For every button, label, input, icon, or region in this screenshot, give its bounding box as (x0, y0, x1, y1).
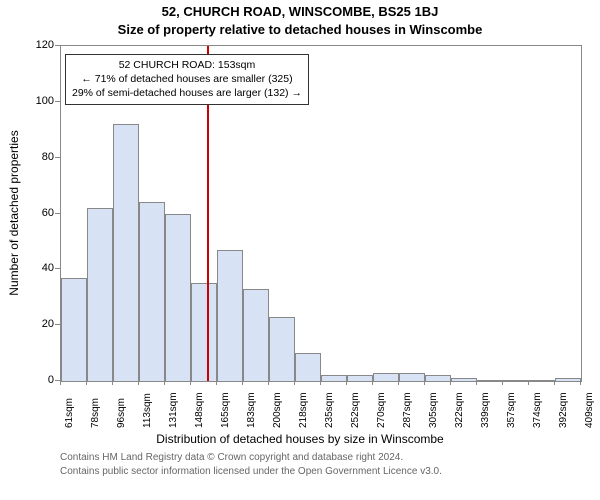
x-tick-mark (476, 380, 477, 385)
x-tick-mark (60, 380, 61, 385)
histogram-bar (217, 250, 243, 381)
x-tick-mark (528, 380, 529, 385)
x-tick-label: 61sqm (64, 378, 75, 428)
x-tick-label: 252sqm (350, 378, 361, 428)
x-tick-label: 409sqm (584, 378, 595, 428)
y-axis-label: Number of detached properties (7, 73, 21, 353)
x-tick-mark (346, 380, 347, 385)
page-title-line2: Size of property relative to detached ho… (0, 22, 600, 37)
x-tick-label: 374sqm (532, 378, 543, 428)
footer-line-1: Contains HM Land Registry data © Crown c… (60, 452, 403, 463)
callout-line-3: 29% of semi-detached houses are larger (… (72, 87, 302, 99)
histogram-bar (191, 283, 217, 381)
x-tick-mark (216, 380, 217, 385)
footer-line-2: Contains public sector information licen… (60, 466, 442, 477)
x-tick-label: 270sqm (376, 378, 387, 428)
x-tick-label: 218sqm (298, 378, 309, 428)
x-tick-label: 200sqm (272, 378, 283, 428)
x-tick-mark (242, 380, 243, 385)
x-tick-label: 78sqm (90, 378, 101, 428)
callout-line-2: ← 71% of detached houses are smaller (32… (81, 73, 292, 85)
page-title-line1: 52, CHURCH ROAD, WINSCOMBE, BS25 1BJ (0, 4, 600, 19)
x-tick-label: 339sqm (480, 378, 491, 428)
x-tick-mark (86, 380, 87, 385)
callout-line-1: 52 CHURCH ROAD: 153sqm (119, 59, 256, 71)
histogram-bar (165, 214, 191, 382)
x-tick-label: 165sqm (220, 378, 231, 428)
y-tick-mark (55, 157, 60, 158)
x-tick-label: 131sqm (168, 378, 179, 428)
x-tick-mark (294, 380, 295, 385)
x-tick-mark (554, 380, 555, 385)
histogram-bar (113, 124, 139, 381)
x-tick-label: 148sqm (194, 378, 205, 428)
x-tick-mark (112, 380, 113, 385)
x-tick-label: 322sqm (454, 378, 465, 428)
x-tick-label: 235sqm (324, 378, 335, 428)
x-tick-mark (580, 380, 581, 385)
y-tick-mark (55, 213, 60, 214)
x-tick-mark (268, 380, 269, 385)
y-tick-label: 60 (30, 207, 54, 219)
x-tick-label: 305sqm (428, 378, 439, 428)
x-tick-mark (424, 380, 425, 385)
histogram-bar (269, 317, 295, 381)
x-tick-mark (164, 380, 165, 385)
y-tick-label: 100 (30, 95, 54, 107)
y-tick-label: 80 (30, 151, 54, 163)
histogram-bar (295, 353, 321, 381)
x-tick-label: 357sqm (506, 378, 517, 428)
y-tick-mark (55, 324, 60, 325)
x-tick-mark (398, 380, 399, 385)
x-tick-mark (372, 380, 373, 385)
y-tick-label: 0 (30, 374, 54, 386)
histogram-bar (139, 202, 165, 381)
y-tick-mark (55, 101, 60, 102)
x-tick-label: 287sqm (402, 378, 413, 428)
x-tick-mark (138, 380, 139, 385)
x-tick-mark (320, 380, 321, 385)
x-axis-label: Distribution of detached houses by size … (0, 432, 600, 446)
y-tick-label: 120 (30, 39, 54, 51)
y-tick-mark (55, 268, 60, 269)
x-tick-label: 392sqm (558, 378, 569, 428)
callout-box: 52 CHURCH ROAD: 153sqm ← 71% of detached … (65, 54, 309, 105)
x-tick-label: 113sqm (142, 378, 153, 428)
y-tick-label: 20 (30, 318, 54, 330)
x-tick-label: 96sqm (116, 378, 127, 428)
x-tick-mark (450, 380, 451, 385)
x-tick-mark (190, 380, 191, 385)
histogram-bar (87, 208, 113, 381)
chart-plot-area: 52 CHURCH ROAD: 153sqm ← 71% of detached … (60, 45, 582, 382)
x-tick-label: 183sqm (246, 378, 257, 428)
histogram-bar (61, 278, 87, 381)
y-tick-label: 40 (30, 262, 54, 274)
histogram-bar (243, 289, 269, 381)
y-tick-mark (55, 45, 60, 46)
x-tick-mark (502, 380, 503, 385)
